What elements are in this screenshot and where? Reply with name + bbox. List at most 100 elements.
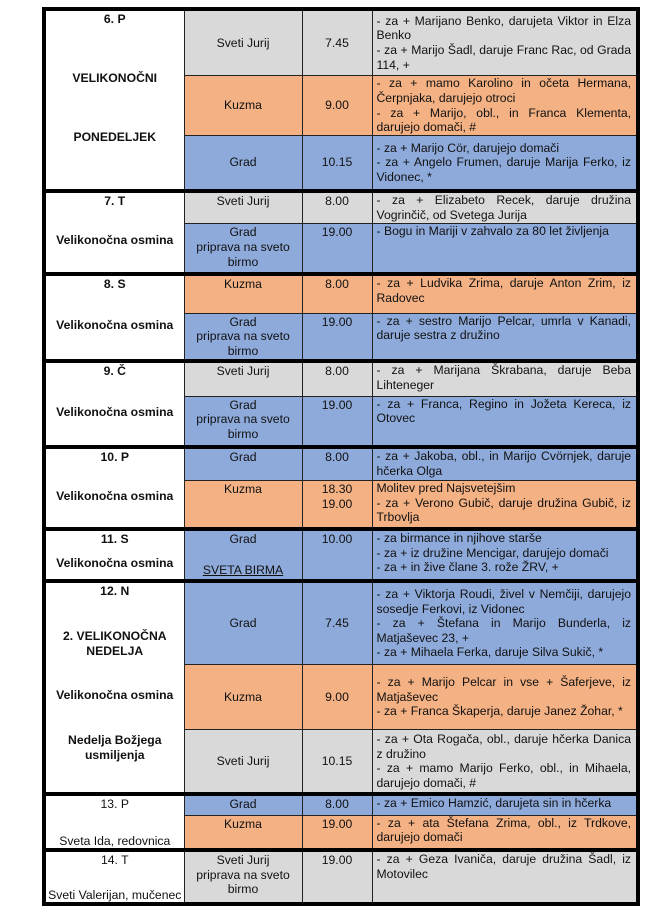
- intention: - za + Geza Ivaniča, daruje družina Šadl…: [376, 852, 632, 881]
- mass-time: 8.00: [325, 364, 349, 379]
- mass-row: Kuzma 19.00 - za + ata Štefana Zrima, obl.…: [44, 814, 640, 853]
- location-cell: Kuzma: [183, 814, 303, 853]
- intentions-cell: - za + Franca, Regino in Jožeta Kereca, …: [371, 395, 640, 450]
- day-title: 14. T: [100, 853, 129, 868]
- time-cell: 9.00: [301, 663, 373, 731]
- location-name: Kuzma: [224, 277, 262, 291]
- intention: - za + Jakoba, obl., in Marijo Cvörnjek,…: [376, 449, 632, 478]
- location-name: Grad: [229, 155, 257, 170]
- location-cell: Grad priprava na sveto birmo: [183, 312, 303, 364]
- mass-row: Kuzma 9.00 - za + mamo Karolino in očeta H…: [44, 74, 640, 137]
- location-name: Grad: [229, 314, 257, 329]
- location-name: priprava na sveto birmo: [196, 867, 290, 897]
- day-title: 8. S: [103, 277, 126, 291]
- location-name: Grad: [229, 225, 257, 240]
- day-labels: 2. VELIKONOČNA NEDELJA Velikonočna osmina…: [48, 599, 182, 790]
- time-cell: 18.30 19.00: [301, 480, 373, 532]
- intention: - za + mamo Marijo Ferko, obl., in Mihae…: [376, 761, 632, 790]
- mass-row: 9. Č Velikonočna osmina Sveti Jurij 8.00 - z…: [42, 359, 640, 450]
- day-labels: Velikonočna osmina: [48, 465, 182, 525]
- location-name: Sveti Jurij: [216, 853, 270, 868]
- location-name: Grad: [229, 397, 257, 412]
- location-cell: Sveti Jurij: [183, 729, 303, 797]
- location-name: priprava na sveto birmo: [196, 329, 290, 358]
- mass-row: Grad priprava na sveto birmo 19.00 - Bogu i…: [44, 223, 640, 277]
- time-cell: 8.00: [301, 445, 373, 482]
- day-label: 2. VELIKONOČNA NEDELJA: [62, 628, 167, 658]
- mass-row: 6. P VELIKONOČNI PONEDELJEK Sveti Jurij 7.45…: [42, 6, 640, 193]
- mass-row: Sveti Jurij 10.15 - za + Ota Rogača, obl.,…: [44, 729, 640, 797]
- intentions-cell: - za + Geza Ivaniča, daruje družina Šadl…: [371, 848, 640, 906]
- intention: - za + ata Štefana Zrima, obl., iz Trdko…: [376, 815, 632, 845]
- intentions-cell: - za + Elizabeto Recek, daruje družina V…: [371, 189, 640, 225]
- location-cell: Grad: [183, 135, 303, 194]
- day-title: 7. T: [104, 194, 126, 208]
- intentions-cell: - za + Ludvika Zrima, daruje Anton Zrim,…: [371, 272, 640, 314]
- day-cell-content: 9. Č Velikonočna osmina: [48, 365, 182, 443]
- mass-time: 19.00: [321, 314, 353, 329]
- intentions-cell: - za + Viktorja Roudi, živel v Nemčiji, …: [371, 579, 640, 665]
- intentions-cell: Molitev pred Najsvetejšim - za + Verono G…: [371, 480, 640, 532]
- time-cell: 8.00: [301, 272, 373, 314]
- location-name: Sveti Jurij: [216, 754, 270, 769]
- location-name: Sveti Jurij: [216, 364, 270, 379]
- location-name: Grad: [229, 532, 257, 547]
- intention: - za + Marijo Pelcar in vse + Šaferjeve,…: [376, 675, 632, 704]
- day-cell: 8. S Velikonočna osmina: [42, 271, 185, 364]
- intention: - za + Verono Gubič, daruje družina Gubi…: [376, 495, 632, 525]
- mass-time: 8.00: [325, 450, 349, 465]
- intentions-cell: - za birmance in njihove starše - za + iz…: [371, 527, 640, 584]
- mass-time: 8.00: [325, 797, 349, 812]
- time-cell: 19.00: [301, 395, 373, 450]
- intention: - za + Elizabeto Recek, daruje družina V…: [376, 193, 632, 222]
- intentions-cell: - za + Marijo Cör, darujejo domači - za +…: [371, 135, 640, 194]
- day-title: 13. P: [100, 797, 129, 812]
- day-label: Sveta Ida, redovnica: [59, 833, 171, 848]
- day-cell: 14. T Sveti Valerijan, mučenec: [42, 848, 185, 906]
- day-title: 10. P: [100, 450, 129, 465]
- day-labels: Velikonočna osmina: [48, 379, 182, 443]
- time-cell: 19.00: [301, 848, 373, 906]
- intentions-cell: - za + mamo Karolino in očeta Hermana, Č…: [371, 74, 640, 137]
- day-title: 12. N: [100, 584, 130, 599]
- day-label: Velikonočna osmina: [56, 555, 174, 570]
- location-name: Grad: [229, 450, 257, 465]
- mass-row: Kuzma 18.30 19.00 Molitev pred Najsvetejšim…: [44, 480, 640, 532]
- mass-time: 19.00: [321, 496, 353, 511]
- location-cell: Sveti Jurij: [183, 359, 303, 397]
- location-cell: Kuzma: [183, 74, 303, 137]
- time-cell: 8.00: [301, 189, 373, 225]
- location-cell: Grad: [183, 792, 303, 816]
- day-cell: 10. P Velikonočna osmina: [42, 445, 185, 532]
- intention: - za + Angelo Frumen, daruje Marija Ferk…: [376, 155, 632, 184]
- mass-row: 8. S Velikonočna osmina Kuzma 8.00 - za + Lu…: [42, 271, 640, 364]
- intention: - za + Marijo, obl., in Franca Klementa,…: [376, 105, 632, 135]
- time-cell: 19.00: [301, 312, 373, 364]
- location-name: priprava na sveto birmo: [196, 239, 290, 269]
- mass-time: 10.15: [321, 754, 353, 769]
- day-cell: 9. Č Velikonočna osmina: [42, 359, 185, 450]
- location-cell: Sveti Jurij: [183, 189, 303, 225]
- day-label: Nedelja Božjega usmiljenja: [68, 732, 162, 762]
- intention: - za + iz družine Mencigar, darujejo dom…: [376, 545, 609, 560]
- intention: - za + Marijo Šadl, daruje Franc Rac, od…: [376, 42, 632, 72]
- day-cell: 11. S Velikonočna osmina: [42, 527, 185, 584]
- intention: - za + Ota Rogača, obl., daruje hčerka D…: [376, 732, 632, 761]
- mass-time: 19.00: [321, 816, 353, 831]
- mass-row: Grad priprava na sveto birmo 19.00 - za + F…: [44, 395, 640, 450]
- intention: - za birmance in njihove starše: [376, 531, 542, 546]
- intention: - za + Marijano Benko, darujeta Viktor i…: [376, 13, 632, 43]
- intentions-cell: - za + sestro Marijo Pelcar, umrla v Kan…: [371, 312, 640, 364]
- time-cell: 10.15: [301, 135, 373, 194]
- day-cell-content: 8. S Velikonočna osmina: [48, 277, 182, 358]
- intention: - Bogu in Mariji v zahvalo za 80 let živ…: [376, 224, 609, 239]
- day-labels: Sveta Ida, redovnica: [48, 812, 182, 848]
- day-cell-content: 14. T Sveti Valerijan, mučenec: [48, 853, 182, 900]
- intention: - za + Marijana Škrabana, daruje Beba Li…: [376, 363, 632, 392]
- mass-time: 9.00: [325, 98, 349, 113]
- day-cell-content: 10. P Velikonočna osmina: [48, 450, 182, 525]
- location-cell: Kuzma: [183, 480, 303, 532]
- mass-row: 10. P Velikonočna osmina Grad 8.00 - za + Ja…: [42, 445, 640, 532]
- day-labels: Velikonočna osmina: [48, 292, 182, 358]
- day-cell-content: 11. S Velikonočna osmina: [48, 533, 182, 577]
